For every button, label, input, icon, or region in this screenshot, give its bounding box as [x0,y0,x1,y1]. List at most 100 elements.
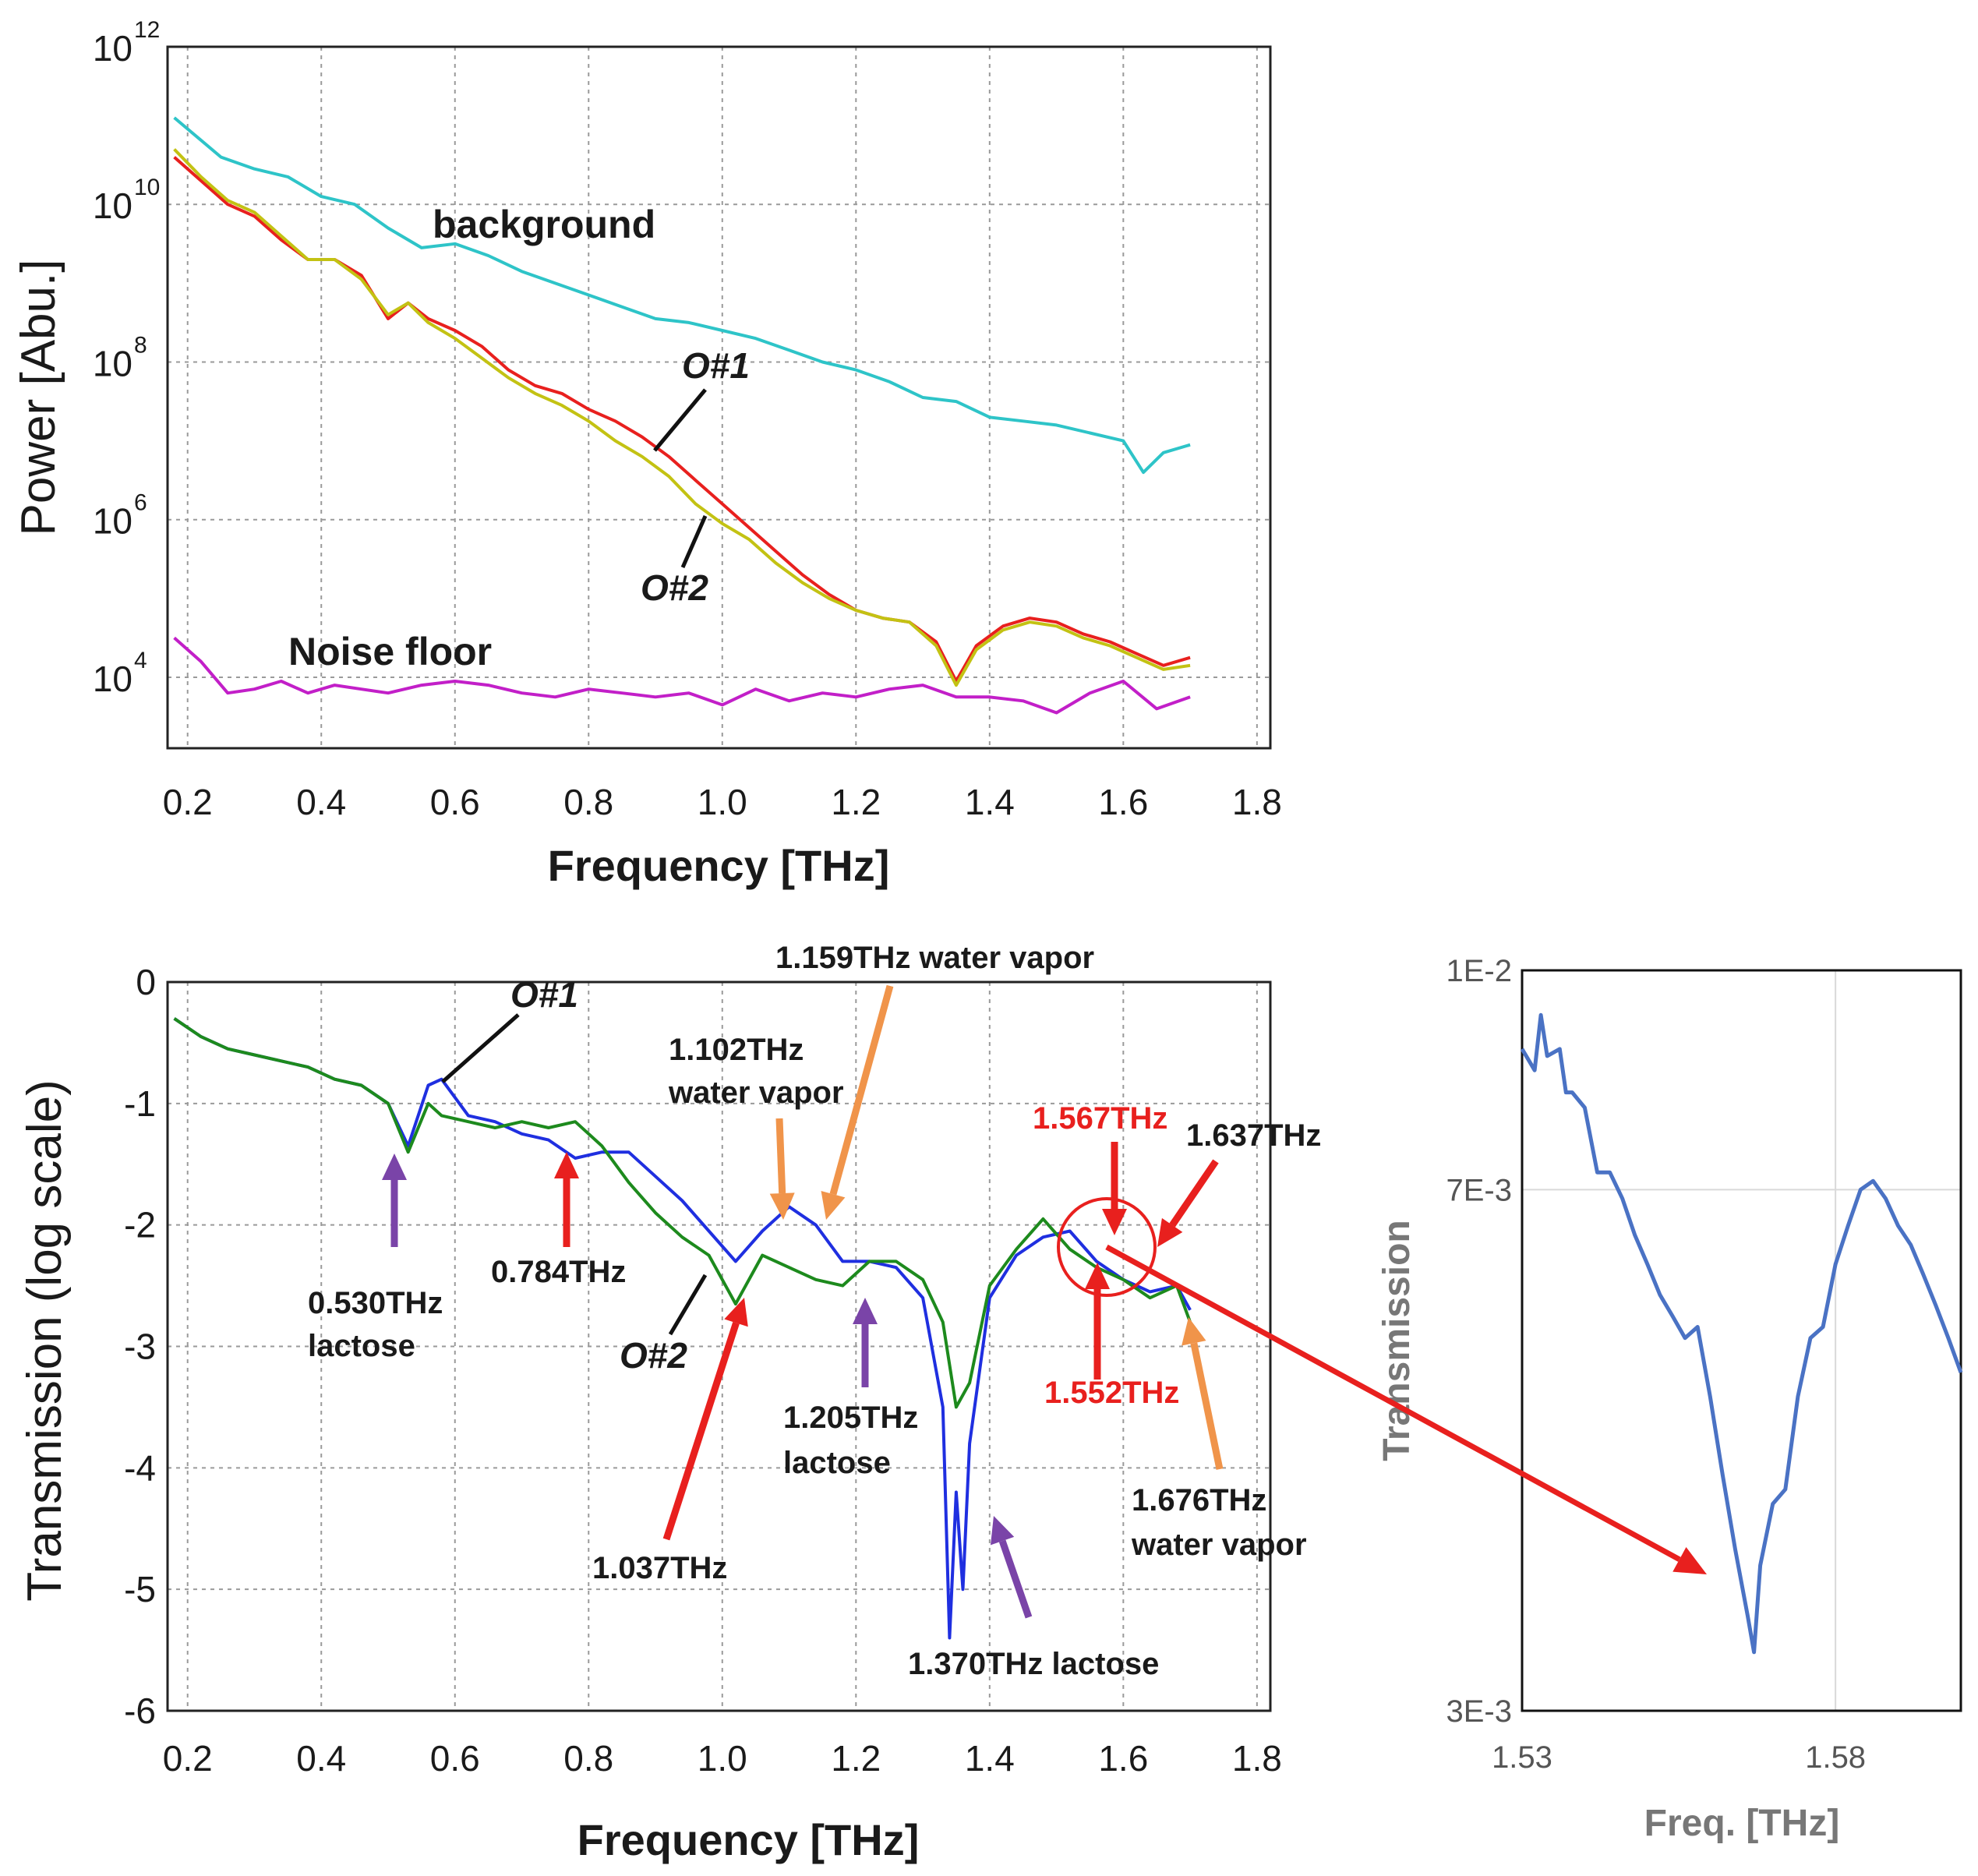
ann-0530-line2: lactose [308,1329,415,1363]
annotation-arrows [382,984,1224,1619]
ann-1102-line2: water vapor [668,1076,844,1110]
power-x-tick: 0.6 [430,782,480,822]
power-x-tick: 1.0 [698,782,747,822]
ann-1676-line2: water vapor [1131,1528,1307,1562]
bl-o1-leader [441,1013,520,1083]
power-x-tick: 1.8 [1232,782,1282,822]
ann-1037: 1.037THz [592,1551,727,1585]
transmission-x-tick: 0.2 [163,1738,213,1779]
annotation-arrow-shaft [829,984,894,1196]
ann-1637: 1.637THz [1186,1118,1321,1153]
zoom-x-axis-label: Freq. [THz] [1644,1803,1840,1844]
transmission-x-tick: 1.8 [1232,1738,1282,1779]
power-series-line [173,636,1191,715]
transmission-x-tick: 0.6 [430,1738,480,1779]
annotation-arrow-shaft [775,1118,786,1194]
power-x-tick: 1.4 [965,782,1015,822]
zoom-plot: 1.53 1.58 1E-2 7E-3 3E-3 Freq. [THz] Transmi… [1376,954,1963,1844]
transmission-y-tick: -5 [124,1569,156,1609]
ann-1676-line1: 1.676THz [1132,1483,1266,1517]
transmission-y-tick: -3 [124,1327,156,1367]
power-y-axis-label: Power [Abu.] [12,260,65,536]
power-y-tick-exp: 6 [134,490,147,516]
ann-1159: 1.159THz water vapor [775,941,1094,975]
power-plot-series [173,116,1191,715]
transmission-y-tick: 0 [136,962,156,1002]
power-y-tick-exp: 8 [134,332,147,358]
annotation-arrow-head [821,1190,846,1220]
annotation-arrow-head [1157,1217,1183,1247]
power-x-axis-label: Frequency [THz] [548,841,890,890]
bl-o1-label: O#1 [510,974,578,1015]
zoom-plot-grid [1521,970,1961,1712]
annotation-arrow-head [1182,1317,1206,1346]
transmission-x-tick: 1.2 [831,1738,881,1779]
top-o2-label: O#2 [641,567,708,608]
transmission-x-axis-label: Frequency [THz] [578,1815,920,1864]
power-y-tick: 10 [93,659,132,699]
power-series-line [173,156,1191,683]
ann-0784: 0.784THz [491,1255,626,1289]
zoom-plot-series [1520,1012,1963,1655]
transmission-y-tick: -1 [124,1083,156,1124]
transmission-y-tick: -2 [124,1205,156,1245]
annotation-arrow-head [724,1298,748,1327]
transmission-plot-ticks: 0.2 0.4 0.6 0.8 1.0 1.2 1.4 1.6 1.8 0 -1 -2 -3 -4 -5 -6 [124,962,1282,1779]
top-o2-leader [680,514,708,569]
ann-1205-line1: 1.205THz [783,1401,918,1435]
zoom-arrow-shaft [1105,1244,1681,1562]
annotation-arrow-head [1085,1263,1110,1289]
annotation-arrow-shaft [998,1539,1033,1619]
annotation-arrow-head [1102,1209,1127,1235]
zoom-x-tick: 1.53 [1492,1740,1552,1775]
power-x-tick: 1.6 [1098,782,1148,822]
power-y-tick-exp: 10 [134,175,160,200]
power-x-tick: 1.2 [831,782,881,822]
background-label: background [433,203,655,246]
transmission-series-line [173,1017,1192,1409]
noise-floor-label: Noise floor [288,630,492,673]
power-series-line [173,148,1191,687]
power-x-tick: 0.2 [163,782,213,822]
power-x-tick: 0.4 [296,782,346,822]
annotation-arrow-head [382,1154,407,1180]
zoom-y-axis-label: Transmission [1376,1220,1418,1461]
transmission-plot-series [173,1017,1192,1640]
power-x-tick: 0.8 [563,782,613,822]
top-o1-leader [653,388,707,452]
transmission-y-tick: -4 [124,1447,156,1488]
power-series-line [173,116,1191,475]
ann-0530-line1: 0.530THz [308,1286,443,1320]
transmission-x-tick: 1.0 [698,1738,747,1779]
zoom-x-tick: 1.58 [1805,1740,1866,1775]
annotation-arrow-head [554,1152,579,1178]
power-y-tick: 10 [93,343,132,383]
transmission-x-tick: 0.4 [296,1738,346,1779]
zoom-plot-frame [1521,969,1962,1712]
ann-1370: 1.370THz lactose [908,1647,1159,1681]
power-y-tick: 10 [93,185,132,226]
transmission-x-tick: 1.4 [965,1738,1015,1779]
zoom-plot-ticks: 1.53 1.58 1E-2 7E-3 3E-3 [1446,954,1867,1775]
annotation-arrow-shaft [1169,1159,1219,1228]
transmission-y-axis-label: Transmission (log scale) [18,1079,72,1602]
power-y-tick-exp: 4 [134,648,147,673]
zoom-y-tick: 1E-2 [1446,954,1513,988]
power-y-tick: 10 [93,501,132,542]
transmission-y-tick: -6 [124,1691,156,1731]
zoom-arrow-head [1672,1547,1707,1574]
ann-1567: 1.567THz [1033,1101,1167,1136]
ann-1552: 1.552THz [1044,1376,1179,1410]
bl-o2-label: O#2 [620,1335,687,1376]
zoom-y-tick: 7E-3 [1446,1173,1513,1207]
annotation-arrow-head [853,1298,878,1324]
top-o1-label: O#1 [682,345,750,386]
transmission-x-tick: 0.8 [563,1738,613,1779]
power-plot-frame [166,45,1272,750]
ann-1205-line2: lactose [783,1446,891,1480]
annotation-arrow-head [769,1192,795,1220]
zoom-y-tick: 3E-3 [1446,1694,1513,1729]
transmission-x-tick: 1.6 [1098,1738,1148,1779]
